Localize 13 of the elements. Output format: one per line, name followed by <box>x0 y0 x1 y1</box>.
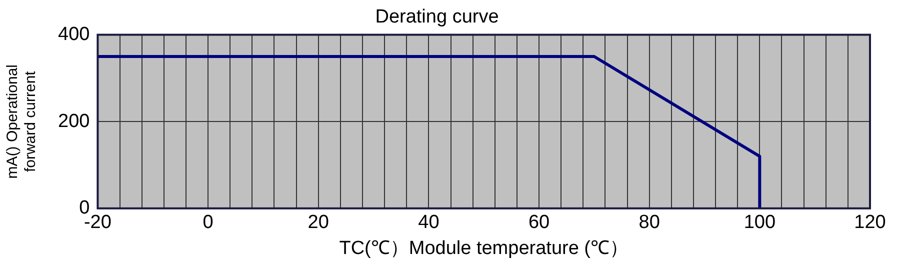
x-tick-label: 60 <box>528 212 550 234</box>
y-tick-label: 0 <box>79 198 90 219</box>
chart-title: Derating curve <box>375 6 499 28</box>
y-tick-label: 400 <box>58 24 90 46</box>
y-axis-title: mA() Operational forward current <box>4 64 40 179</box>
x-tick-label: 120 <box>854 212 886 234</box>
x-tick-label: 100 <box>744 212 776 234</box>
x-tick-label: 0 <box>202 212 214 234</box>
x-tick-label: 80 <box>638 212 660 234</box>
x-tick-label: 40 <box>418 212 440 234</box>
x-tick-label: 20 <box>308 212 329 234</box>
y-tick-label: 200 <box>58 110 90 132</box>
x-axis-title: TC(℃）Module temperature (℃） <box>339 238 628 259</box>
